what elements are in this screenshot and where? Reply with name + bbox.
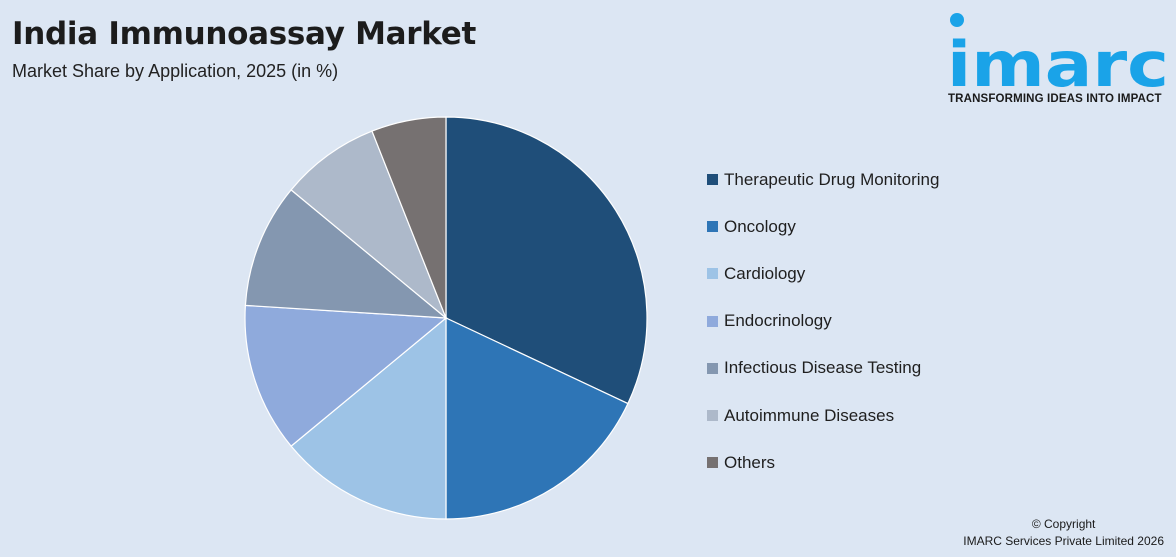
pie-slice-cardiology	[290, 316, 447, 520]
legend-label: Others	[724, 452, 776, 472]
legend-item: Autoimmune Diseases	[707, 392, 939, 439]
legend-swatch	[707, 268, 718, 280]
chart-legend: Therapeutic Drug Monitoring Oncology Cardi…	[707, 156, 939, 486]
logo-wordmark-text: imarc	[947, 28, 1169, 101]
legend-swatch	[707, 410, 718, 422]
pie-slice-therapeutic-drug-monitoring	[445, 116, 648, 405]
pie-slice-infectious-disease-testing	[244, 189, 448, 319]
legend-label: Autoimmune Diseases	[724, 405, 895, 425]
chart-title: India Immunoassay Market	[12, 16, 476, 52]
logo-wordmark: imarc	[947, 28, 1169, 101]
legend-label: Endocrinology	[724, 311, 832, 331]
pie-slice-oncology	[445, 317, 629, 520]
pie-slice-endocrinology	[244, 304, 448, 447]
copyright-company: IMARC Services Private Limited 2026	[963, 534, 1164, 548]
legend-item: Infectious Disease Testing	[707, 345, 939, 392]
logo-tagline: TRANSFORMING IDEAS INTO IMPACT	[948, 93, 1162, 105]
legend-label: Therapeutic Drug Monitoring	[724, 169, 940, 189]
legend-item: Endocrinology	[707, 298, 939, 345]
pie-slice-autoimmune-diseases	[290, 130, 447, 319]
legend-label: Cardiology	[724, 263, 806, 283]
legend-label: Oncology	[724, 216, 796, 236]
legend-item: Oncology	[707, 203, 939, 250]
copyright-line: © Copyright	[1031, 517, 1096, 531]
imarc-logo: imarc TRANSFORMING IDEAS INTO IMPACT	[947, 12, 1171, 108]
legend-item: Therapeutic Drug Monitoring	[707, 156, 939, 203]
legend-swatch	[707, 174, 718, 186]
legend-swatch	[707, 315, 718, 327]
legend-item: Others	[707, 439, 939, 486]
legend-swatch	[707, 362, 718, 374]
pie-slice-others	[371, 116, 447, 319]
chart-subtitle: Market Share by Application, 2025 (in %)	[12, 61, 339, 81]
logo-dot	[950, 13, 964, 27]
legend-swatch	[707, 221, 718, 233]
legend-swatch	[707, 457, 718, 469]
copyright-notice: © Copyright IMARC Services Private Limit…	[963, 516, 1164, 550]
legend-item: Cardiology	[707, 250, 939, 297]
legend-label: Infectious Disease Testing	[724, 358, 922, 378]
